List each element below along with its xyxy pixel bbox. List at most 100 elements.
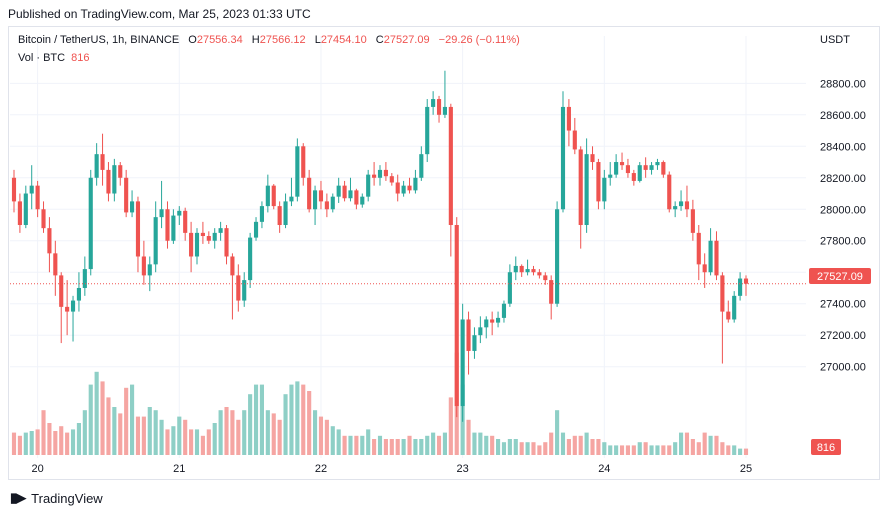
volume-bar: [354, 435, 359, 455]
candle: [383, 162, 388, 181]
candle: [549, 275, 554, 320]
volume-bar: [549, 432, 554, 455]
symbol-legend: Bitcoin / TetherUS, 1h, BINANCE O27556.3…: [18, 34, 526, 46]
price-tick-label: 27000.00: [820, 362, 866, 374]
volume-badge-text: 816: [817, 442, 835, 454]
volume-bar: [702, 432, 707, 455]
volume-bar: [743, 448, 749, 455]
candle: [448, 103, 453, 257]
volume-bar: [153, 410, 158, 455]
candle: [537, 269, 542, 279]
volume-bar: [35, 429, 40, 455]
volume-bar: [513, 439, 518, 455]
candle: [596, 158, 601, 210]
volume-bar: [655, 445, 660, 455]
volume-bar: [283, 394, 288, 455]
candle: [454, 217, 459, 418]
candle: [401, 180, 406, 197]
candle: [684, 185, 690, 218]
volume-bar: [47, 423, 52, 455]
candle: [560, 91, 566, 213]
time-tick-label: 22: [315, 463, 327, 475]
candle: [289, 177, 294, 207]
candle: [265, 174, 270, 213]
candle: [590, 146, 595, 170]
candle: [29, 165, 34, 210]
candle: [366, 169, 371, 202]
price-tick-label: 27400.00: [820, 299, 866, 311]
candle: [236, 264, 241, 312]
volume-bar: [572, 435, 577, 455]
volume-bar: [224, 407, 229, 455]
volume-bar: [673, 442, 678, 455]
candle: [100, 133, 105, 186]
candle: [41, 201, 46, 233]
volume-bar: [608, 445, 613, 455]
volume-bar: [419, 439, 424, 455]
candle: [714, 231, 719, 281]
footer-brand[interactable]: ▮▶ TradingView: [10, 490, 103, 506]
volume-bar: [720, 442, 725, 455]
volume-bar: [726, 445, 731, 455]
change-value: −29.26 (−0.11%): [438, 34, 520, 46]
candle: [460, 303, 465, 422]
candle: [165, 201, 170, 249]
volume-bar: [401, 439, 406, 455]
candle: [141, 240, 146, 285]
volume-bar: [537, 445, 542, 455]
volume-bar: [466, 419, 471, 455]
volume-bar: [342, 435, 347, 455]
volume-bars: [11, 352, 749, 455]
candle: [490, 311, 495, 336]
candle: [501, 300, 507, 323]
candle: [82, 256, 87, 296]
candle: [495, 311, 501, 328]
candle: [507, 264, 512, 307]
low-value: 27454.10: [320, 34, 367, 46]
candle: [566, 99, 571, 147]
candle: [572, 117, 577, 155]
volume-bar: [200, 435, 205, 455]
last-price-badge-text: 27527.09: [817, 271, 863, 283]
candle: [425, 99, 430, 163]
chart-frame: [8, 26, 880, 480]
volume-bar: [70, 429, 76, 455]
candle: [655, 158, 660, 170]
candle: [194, 228, 200, 265]
volume-bar: [442, 432, 448, 455]
volume-bar: [135, 416, 141, 455]
open-label: O: [188, 34, 197, 46]
candle: [631, 169, 636, 186]
close-value: 27527.09: [383, 34, 430, 46]
volume-bar: [194, 429, 200, 455]
volume-bar: [631, 445, 636, 455]
volume-bar: [578, 435, 583, 455]
volume-bar: [348, 435, 353, 455]
candle: [649, 162, 654, 175]
candle: [11, 169, 17, 213]
candle: [643, 157, 648, 178]
candle: [242, 272, 247, 307]
volume-bar: [738, 448, 743, 455]
candle: [259, 201, 265, 229]
volume-bar: [360, 435, 365, 455]
candle: [395, 174, 400, 202]
price-tick-label: 28200.00: [820, 173, 866, 185]
volume-bar: [259, 384, 265, 455]
volume-bar: [100, 381, 105, 455]
candle: [271, 184, 276, 210]
price-tick-label: 27800.00: [820, 236, 866, 248]
volume-bar: [171, 426, 176, 455]
candle: [377, 165, 383, 186]
volume-bar: [501, 442, 507, 455]
volume-bar: [177, 416, 182, 455]
candle: [531, 265, 536, 276]
candle: [519, 264, 524, 277]
volume-value: 816: [71, 52, 90, 64]
volume-bar: [183, 419, 188, 455]
candle: [301, 143, 306, 186]
candle: [47, 217, 52, 273]
candles: [11, 70, 749, 422]
candle: [295, 138, 300, 202]
